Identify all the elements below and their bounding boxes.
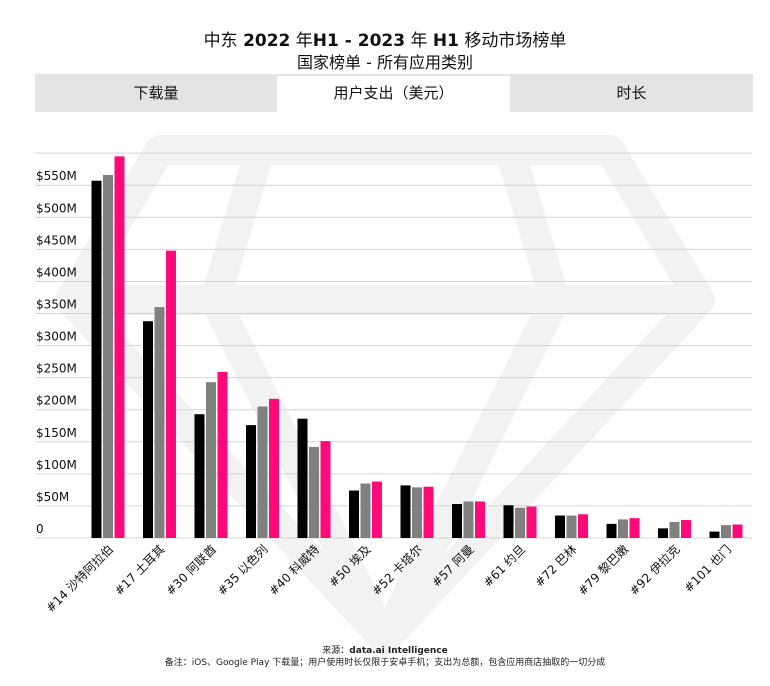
metric-tabs: 下载量 用户支出（美元） 时长 [35,74,753,112]
bar-1 [503,505,514,538]
bar-3 [217,371,228,538]
bar-2 [669,521,680,538]
y-tick-label: $400M [36,265,77,279]
bar-2 [412,487,422,538]
y-tick-label: $50M [36,490,69,504]
bar-1 [246,425,256,538]
y-tick-label: $100M [36,458,77,472]
x-tick-label: #17 土耳其 [112,542,168,598]
y-tick-label: $350M [36,298,77,312]
tab-downloads[interactable]: 下载量 [133,84,179,102]
x-tick-label: #79 黎巴嫩 [575,542,631,598]
bar-1 [349,490,359,538]
x-tick-label: #92 伊拉克 [626,542,683,599]
bar-1 [452,504,462,538]
bar-2 [309,446,319,538]
bar-1 [606,523,617,538]
y-tick-label: $250M [36,362,77,376]
x-tick-label: #30 阿联酋 [162,542,219,599]
bar-1 [143,321,153,538]
y-tick-label: $200M [36,394,77,408]
bar-1 [658,528,668,538]
x-tick-label: #14 沙特阿拉伯 [42,542,116,616]
tab-user-spend[interactable]: 用户支出（美元） [277,76,510,112]
chart-title: 中东 2022 年H1 - 2023 年 H1 移动市场榜单 [203,31,567,51]
y-tick-label: 0 [36,522,44,536]
y-tick-label: $500M [36,201,77,215]
bar-2 [154,307,165,538]
y-tick-label: $150M [36,426,77,440]
bar-3 [423,486,434,538]
bar-2 [103,174,113,539]
y-tick-label: $550M [36,169,77,183]
bar-2 [618,519,628,538]
bar-3 [526,506,537,538]
bar-3 [629,518,640,538]
x-tick-label: #35 以色列 [215,542,271,598]
bar-3 [372,481,382,538]
bar-2 [515,507,525,538]
bar-2 [257,406,268,538]
bar-1 [194,414,205,538]
source-line: 来源：data.ai Intelligence [322,646,448,656]
bar-3 [166,250,176,538]
footnote: 备注：iOS、Google Play 下载量；用户使用时长仅限于安卓手机；支出为… [164,658,606,668]
y-tick-label: $450M [36,233,77,247]
bar-3 [681,520,691,538]
tab-time-spent[interactable]: 时长 [616,84,647,102]
chart-title-block: 中东 2022 年H1 - 2023 年 H1 移动市场榜单 国家榜单 - 所有… [0,30,770,74]
y-tick-label: $300M [36,330,77,344]
bar-1 [297,418,308,538]
bar-1 [709,531,720,538]
x-tick-label: #72 巴林 [532,542,579,589]
bar-3 [475,501,485,538]
bar-3 [578,514,588,538]
bar-2 [721,525,731,538]
bar-2 [360,483,371,538]
chart-subtitle: 国家榜单 - 所有应用类别 [297,53,473,72]
bar-3 [732,524,743,538]
x-tick-label: #101 也门 [681,542,735,596]
bar-2 [566,515,577,538]
bar-3 [114,156,125,538]
bar-3 [269,398,279,538]
bar-2 [206,382,216,538]
bar-3 [320,441,331,538]
bar-1 [91,180,102,538]
bar-1 [555,515,565,538]
bar-2 [463,501,474,538]
bar-1 [400,485,411,538]
